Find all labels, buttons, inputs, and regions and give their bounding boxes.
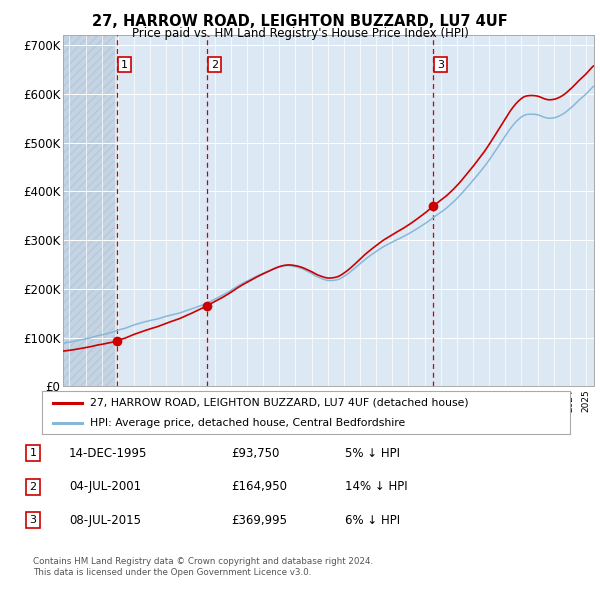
Text: HPI: Average price, detached house, Central Bedfordshire: HPI: Average price, detached house, Cent… [89, 418, 405, 428]
Text: 1: 1 [29, 448, 37, 458]
Text: 04-JUL-2001: 04-JUL-2001 [69, 480, 141, 493]
Text: £164,950: £164,950 [231, 480, 287, 493]
Text: 5% ↓ HPI: 5% ↓ HPI [345, 447, 400, 460]
Text: 3: 3 [29, 516, 37, 525]
Text: 14% ↓ HPI: 14% ↓ HPI [345, 480, 407, 493]
Text: 2: 2 [211, 60, 218, 70]
Text: Price paid vs. HM Land Registry's House Price Index (HPI): Price paid vs. HM Land Registry's House … [131, 27, 469, 40]
Text: 6% ↓ HPI: 6% ↓ HPI [345, 514, 400, 527]
Text: £369,995: £369,995 [231, 514, 287, 527]
Text: 2: 2 [29, 482, 37, 491]
Text: 14-DEC-1995: 14-DEC-1995 [69, 447, 148, 460]
Text: Contains HM Land Registry data © Crown copyright and database right 2024.: Contains HM Land Registry data © Crown c… [33, 557, 373, 566]
Text: 27, HARROW ROAD, LEIGHTON BUZZARD, LU7 4UF (detached house): 27, HARROW ROAD, LEIGHTON BUZZARD, LU7 4… [89, 398, 468, 408]
Text: 27, HARROW ROAD, LEIGHTON BUZZARD, LU7 4UF: 27, HARROW ROAD, LEIGHTON BUZZARD, LU7 4… [92, 14, 508, 29]
Text: 1: 1 [121, 60, 128, 70]
Bar [63, 35, 114, 386]
Text: This data is licensed under the Open Government Licence v3.0.: This data is licensed under the Open Gov… [33, 568, 311, 577]
Text: £93,750: £93,750 [231, 447, 280, 460]
Text: 08-JUL-2015: 08-JUL-2015 [69, 514, 141, 527]
Text: 3: 3 [437, 60, 444, 70]
